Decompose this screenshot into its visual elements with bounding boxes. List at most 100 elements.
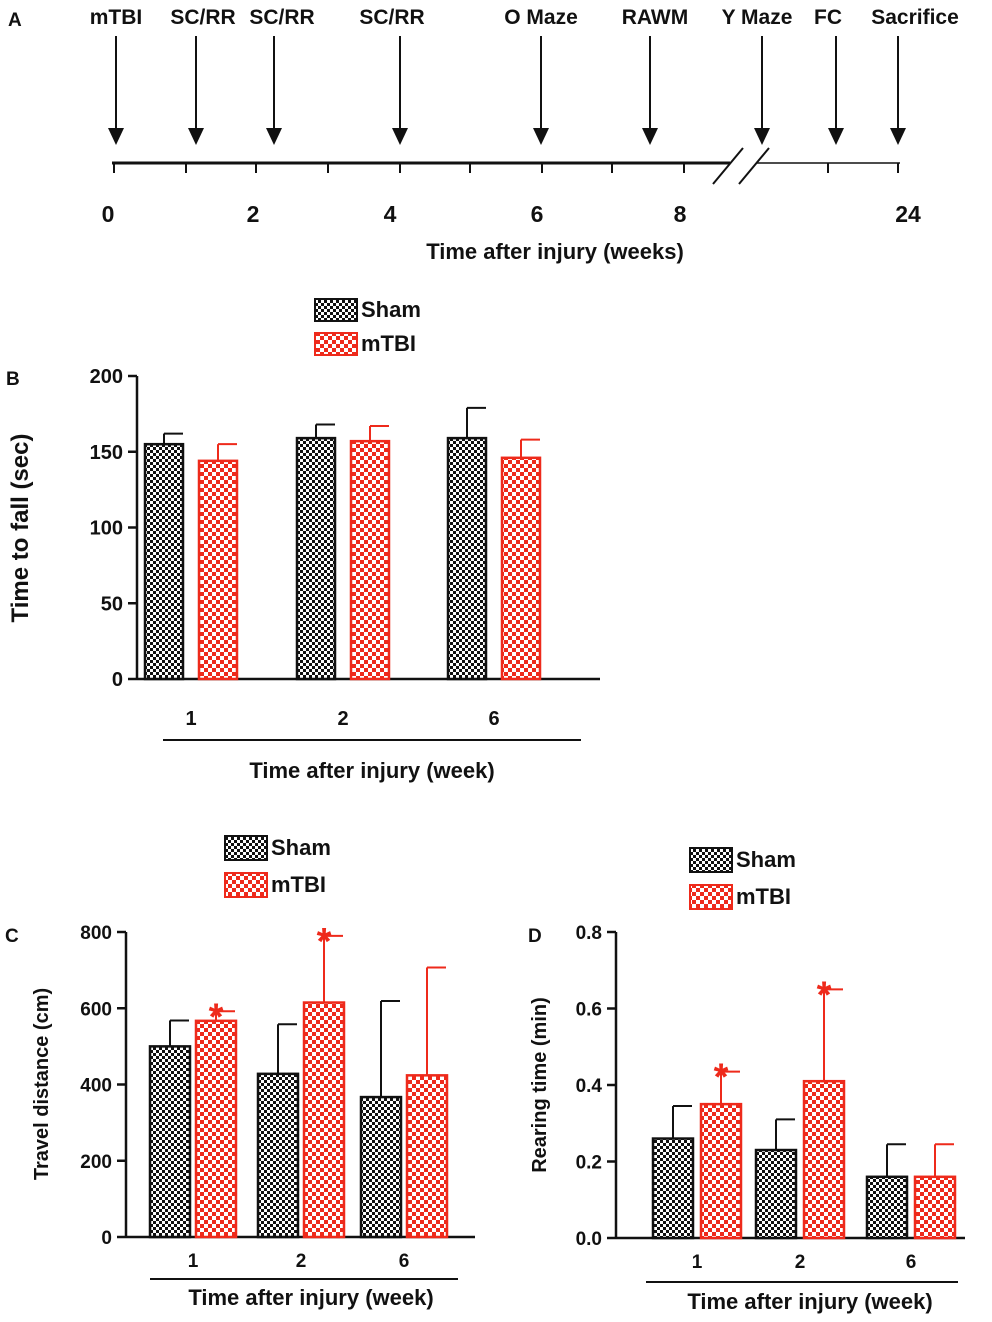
y-tick-label: 0.8 (576, 923, 602, 944)
axis-break-mark (738, 147, 770, 185)
chart-b: B Sham mTBI 0 50 100 150 200 Time to fall (sec) 1… (6, 297, 600, 783)
x-tick-label: 2 (337, 708, 348, 730)
bar-mtbi-week-6 (405, 1074, 449, 1239)
timeline-tick-label: 8 (674, 201, 687, 227)
x-tick-label: 1 (185, 708, 196, 730)
timeline-event-label: SC/RR (249, 6, 314, 29)
bar-mtbi-week-2 (349, 439, 391, 681)
axis-break-mark (712, 147, 744, 185)
bar-sham-week-1 (148, 1045, 192, 1239)
bar-mtbi-week-1 (699, 1102, 743, 1240)
bar-mtbi-week-2 (802, 1079, 846, 1240)
panel-label: D (528, 926, 542, 947)
legend-swatch-sham (689, 847, 733, 873)
x-tick-label: 1 (692, 1252, 703, 1273)
x-tick-label: 2 (795, 1252, 806, 1273)
bar-mtbi-week-2 (302, 1001, 346, 1239)
legend-swatch-sham (224, 835, 268, 861)
timeline-arrow-head (533, 128, 549, 145)
timeline-tick-label: 24 (895, 201, 921, 227)
timeline-event-label: Sacrifice (871, 6, 959, 29)
timeline-event-label: O Maze (504, 6, 578, 29)
y-tick-label: 200 (90, 366, 123, 388)
significance-star: * (714, 1057, 729, 1099)
legend-label-mtbi: mTBI (361, 331, 416, 356)
timeline-arrow-head (754, 128, 770, 145)
y-tick-label: 200 (80, 1152, 112, 1173)
timeline-tick-label: 6 (531, 201, 544, 227)
legend-swatch-mtbi (689, 884, 733, 910)
panel-label-a: A (8, 10, 22, 31)
y-axis-label: Time to fall (sec) (7, 434, 34, 623)
bar-sham-week-6 (359, 1095, 403, 1239)
y-tick-label: 0 (101, 1228, 112, 1249)
y-tick-label: 0 (112, 669, 123, 691)
y-tick-label: 0.2 (576, 1153, 602, 1174)
significance-star: * (209, 996, 224, 1038)
x-axis-label: Time after injury (week) (687, 1289, 932, 1314)
timeline-axis (112, 147, 900, 185)
timeline-arrow-head (642, 128, 658, 145)
x-axis-label: Time after injury (week) (249, 758, 494, 783)
significance-star: * (317, 921, 332, 963)
x-tick-label: 6 (906, 1252, 917, 1273)
timeline-arrow-head (188, 128, 204, 145)
bar-sham-week-1 (143, 442, 185, 681)
y-tick-label: 0.0 (576, 1229, 602, 1250)
timeline-event-label: RAWM (622, 6, 689, 29)
legend-swatch-mtbi (314, 332, 358, 356)
bar-mtbi-week-1 (194, 1019, 238, 1239)
legend-swatch-mtbi (224, 872, 268, 898)
timeline-arrow-head (890, 128, 906, 145)
legend-label-mtbi: mTBI (736, 884, 791, 909)
timeline-tick-label: 0 (102, 201, 115, 227)
bar-sham-week-2 (295, 436, 337, 681)
legend-label-sham: Sham (736, 847, 796, 872)
timeline-xlabel: Time after injury (weeks) (426, 239, 684, 264)
legend-label-sham: Sham (361, 297, 421, 322)
chart-c: C Sham mTBI 0 200 400 600 800 Travel distance (c… (5, 835, 475, 1310)
y-tick-label: 400 (80, 1076, 112, 1097)
timeline-event-label: FC (814, 6, 842, 29)
timeline-panel: A mTBI SC/RR SC/RR SC/RR O Maze RAWM Y Maze FC S… (8, 6, 959, 264)
legend-label-mtbi: mTBI (271, 872, 326, 897)
timeline-event-label: SC/RR (359, 6, 424, 29)
bar-mtbi-week-1 (197, 459, 239, 681)
timeline-event-label: mTBI (90, 6, 143, 29)
timeline-tick-label: 2 (247, 201, 260, 227)
bar-mtbi-week-6 (500, 456, 542, 681)
y-axis-label: Travel distance (cm) (31, 988, 53, 1180)
bar-sham-week-2 (754, 1148, 798, 1240)
x-tick-label: 6 (488, 708, 499, 730)
timeline-tick-label: 4 (384, 201, 397, 227)
significance-star: * (817, 974, 832, 1016)
y-tick-label: 600 (80, 999, 112, 1020)
x-tick-label: 6 (399, 1251, 410, 1272)
bar-sham-week-1 (651, 1137, 695, 1240)
y-tick-label: 0.4 (576, 1076, 603, 1097)
y-tick-label: 150 (90, 442, 123, 464)
panel-label: C (5, 926, 19, 947)
timeline-arrow-head (828, 128, 844, 145)
x-axis-label: Time after injury (week) (188, 1285, 433, 1310)
timeline-event-label: SC/RR (170, 6, 235, 29)
timeline-arrow-head (266, 128, 282, 145)
panel-label: B (6, 369, 20, 390)
x-tick-label: 1 (188, 1251, 199, 1272)
timeline-arrow-head (392, 128, 408, 145)
bar-sham-week-6 (446, 436, 488, 681)
y-tick-label: 800 (80, 923, 112, 944)
bar-mtbi-week-6 (913, 1175, 957, 1240)
timeline-arrow-head (108, 128, 124, 145)
y-tick-label: 0.6 (576, 1000, 602, 1021)
y-tick-label: 100 (90, 518, 123, 540)
chart-d: D Sham mTBI 0.0 0.2 0.4 0.6 0.8 Rearing time (mi… (528, 847, 965, 1314)
legend-label-sham: Sham (271, 835, 331, 860)
legend-swatch-sham (314, 298, 358, 322)
bar-sham-week-6 (865, 1175, 909, 1240)
timeline-event-label: Y Maze (722, 6, 793, 29)
y-tick-label: 50 (101, 593, 123, 615)
x-tick-label: 2 (296, 1251, 307, 1272)
bar-sham-week-2 (256, 1072, 300, 1239)
